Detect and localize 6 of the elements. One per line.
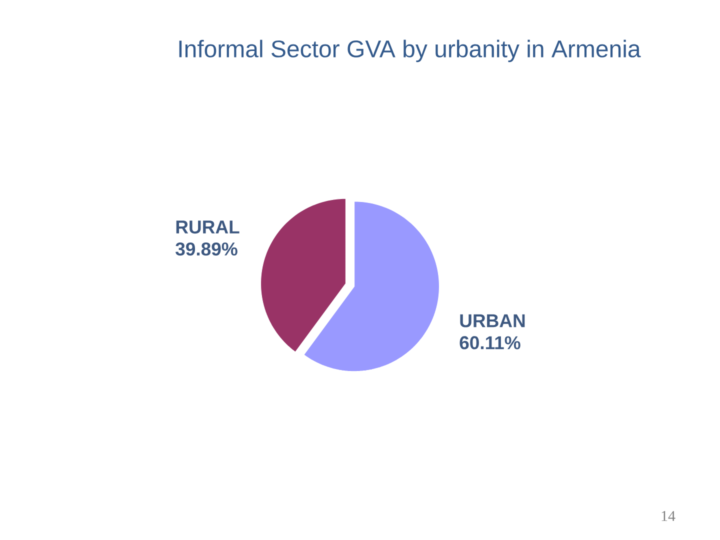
data-label: 60.11% [460, 336, 520, 350]
text: 14 [662, 511, 676, 521]
data-label: 39.89% [176, 242, 238, 256]
slice-label: URBAN [460, 314, 525, 328]
slice-label: RURAL [176, 220, 240, 234]
chart-title: Informal Sector GVA by urbanity in Armenia [179, 40, 641, 62]
